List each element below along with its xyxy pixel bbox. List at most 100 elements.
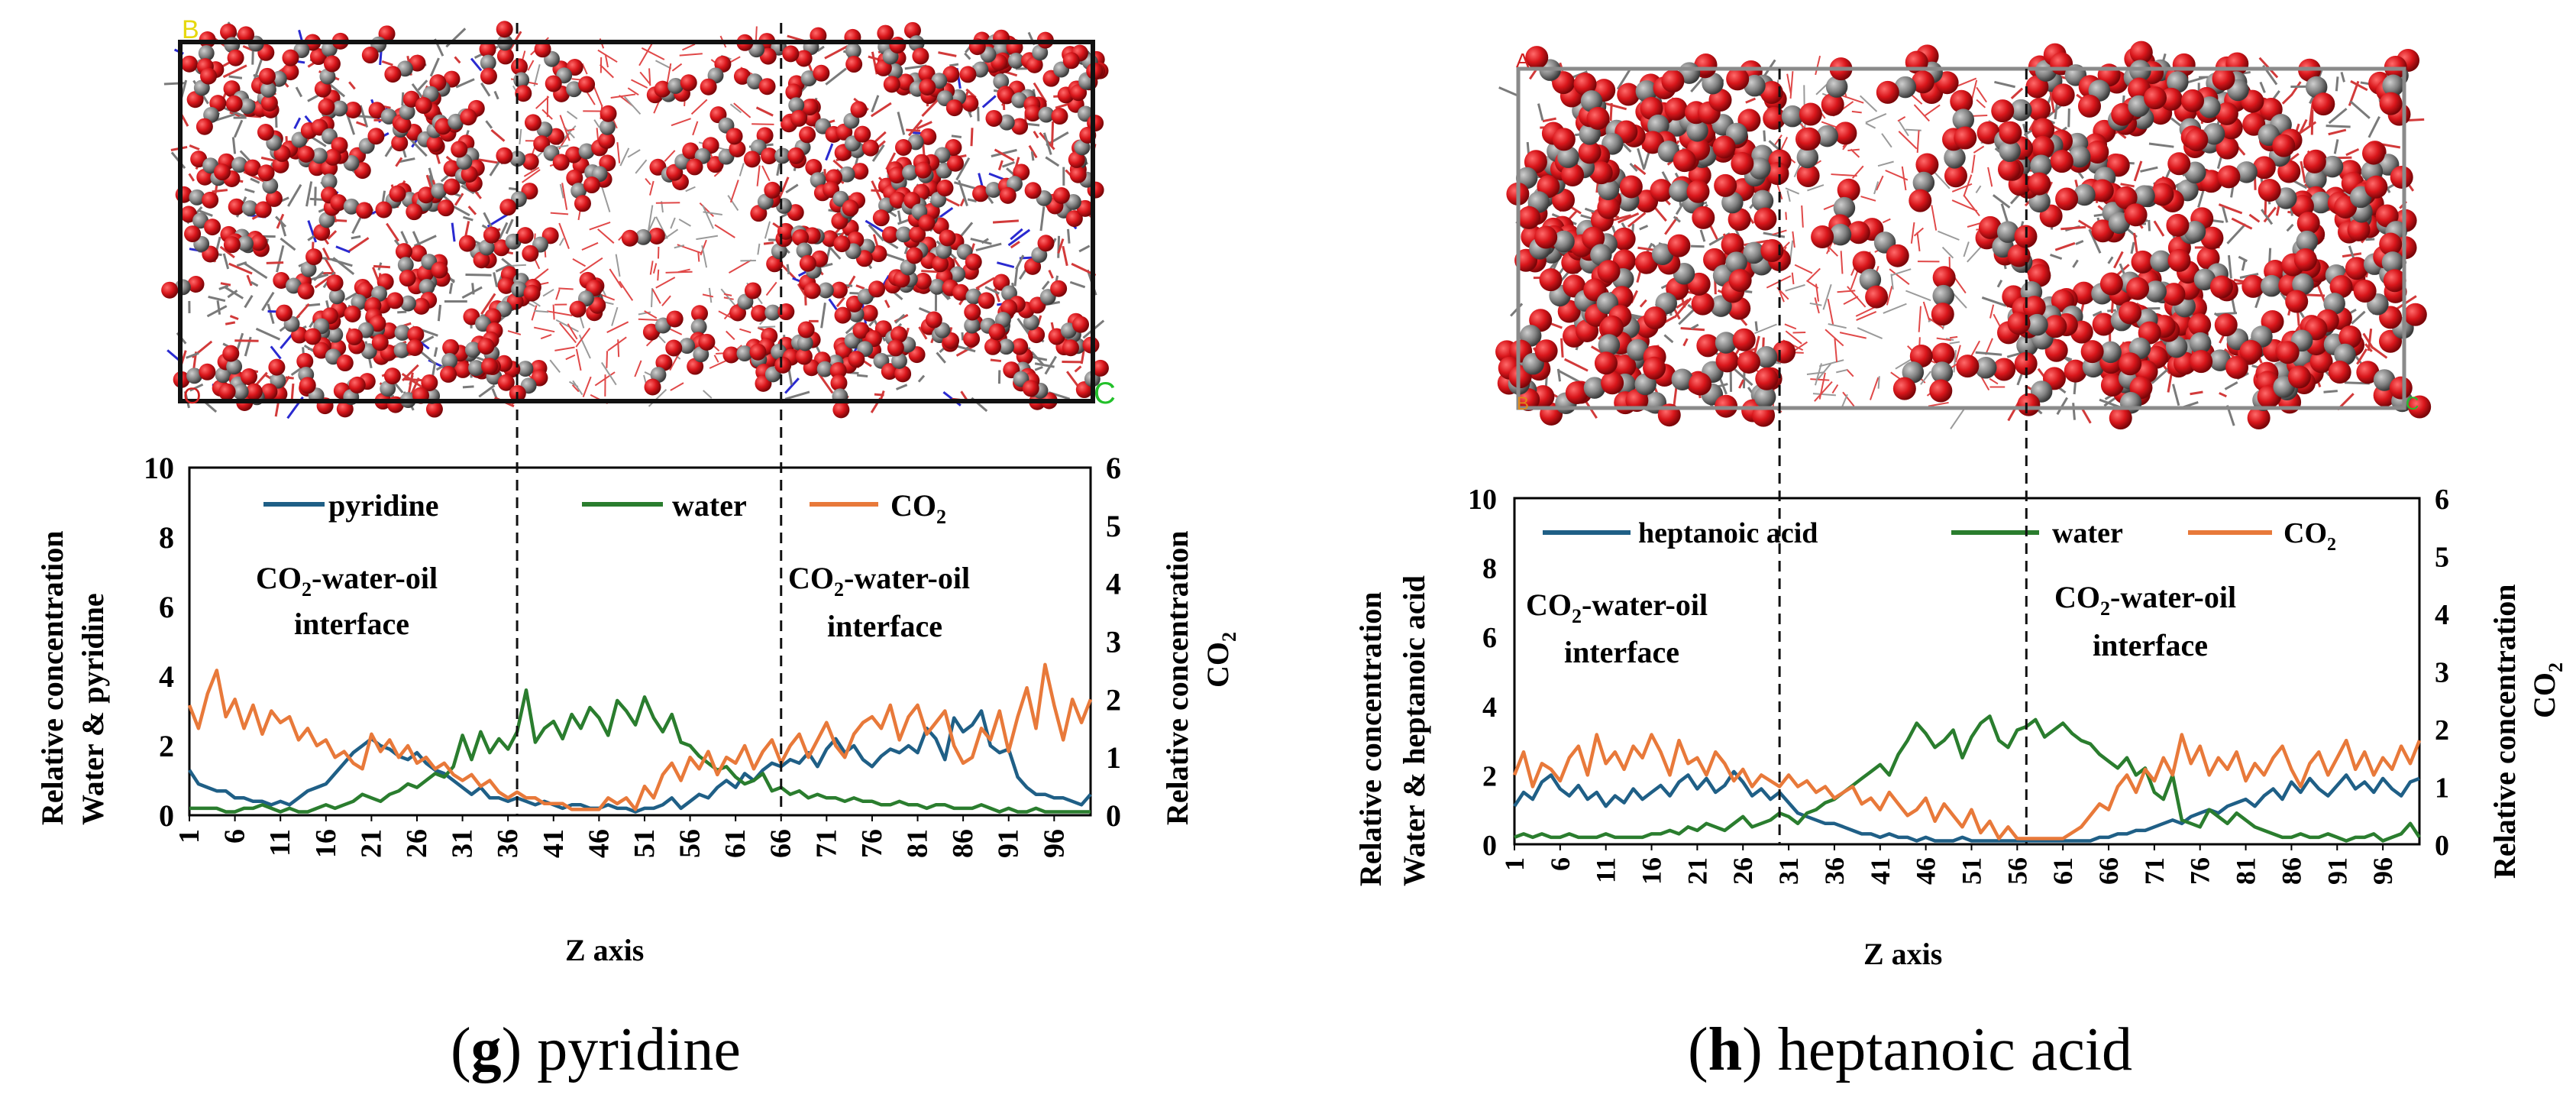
oxygen-atom — [2241, 274, 2265, 298]
oxygen-atom — [409, 54, 426, 72]
bond-stick — [222, 64, 247, 79]
carbon-atom — [2026, 313, 2048, 336]
carbon-atom — [788, 97, 805, 114]
oxygen-atom — [2347, 218, 2371, 241]
y-left-tick-label: 10 — [1468, 484, 1497, 516]
bond-stick — [1039, 206, 1046, 232]
bond-stick — [480, 293, 496, 315]
carbon-atom — [1743, 241, 1765, 264]
bond-stick — [958, 180, 968, 207]
bond-stick — [454, 193, 464, 206]
bond-stick — [559, 322, 577, 344]
bond-stick — [455, 78, 475, 89]
bond-stick — [729, 180, 739, 203]
oxygen-atom — [2111, 102, 2135, 126]
bond-stick — [540, 334, 552, 340]
co2-molecule — [925, 311, 960, 349]
bond-stick — [593, 119, 600, 128]
oxygen-atom — [1565, 380, 1589, 404]
co2-molecule — [2239, 310, 2284, 363]
oxygen-atom — [2119, 352, 2142, 376]
carbon-atom — [2068, 145, 2091, 168]
oxygen-atom — [2014, 351, 2038, 375]
carbon-atom — [993, 73, 1010, 90]
bond-stick — [647, 205, 654, 232]
bond-stick — [534, 268, 549, 280]
plot-area-border — [188, 466, 1092, 817]
carbon-atom — [198, 45, 215, 62]
oxygen-atom — [1799, 102, 1822, 126]
carbon-atom — [2209, 349, 2232, 371]
bond-stick — [785, 183, 799, 194]
oxygen-atom — [1931, 342, 1955, 366]
bond-stick — [1834, 338, 1838, 362]
bond-stick — [994, 288, 1000, 303]
oxygen-atom — [1886, 244, 1909, 267]
oxygen-atom — [682, 142, 700, 160]
carbon-atom — [1038, 106, 1055, 123]
oxygen-atom — [894, 365, 912, 383]
co2-molecule — [395, 243, 416, 287]
bond-stick — [703, 390, 713, 399]
bond-stick — [916, 121, 932, 130]
bond-stick — [1078, 244, 1091, 253]
bond-stick — [677, 268, 690, 274]
oxygen-atom — [655, 354, 673, 371]
bond-stick — [661, 295, 671, 306]
oxygen-atom — [1052, 187, 1070, 205]
bond-stick — [490, 129, 506, 142]
co2-molecule — [1506, 151, 1547, 206]
bond-stick — [2340, 71, 2345, 83]
oxygen-atom — [1022, 380, 1039, 397]
bond-stick — [489, 160, 500, 176]
co2-molecule — [2356, 361, 2413, 400]
bond-stick — [2140, 166, 2158, 173]
bond-stick — [1928, 401, 1949, 407]
carbon-atom — [1749, 157, 1771, 180]
bond-stick — [756, 165, 761, 186]
co2-molecule — [175, 186, 219, 209]
oxygen-atom — [686, 158, 703, 176]
oxygen-atom — [1661, 70, 1685, 93]
co2-molecule — [496, 21, 514, 65]
x-tick-label: 61 — [719, 829, 751, 858]
co2-molecule — [218, 153, 261, 176]
oxygen-atom — [1667, 234, 1691, 257]
bond-stick — [597, 228, 615, 244]
bond-stick — [817, 372, 834, 394]
oxygen-atom — [451, 141, 468, 158]
bond-stick — [507, 330, 522, 335]
oxygen-atom — [1600, 315, 1624, 338]
oxygen-atom — [842, 199, 859, 217]
bond-stick — [1916, 232, 1921, 251]
bond-stick — [1013, 267, 1019, 287]
bond-stick — [550, 212, 569, 215]
oxygen-atom — [454, 361, 472, 378]
oxygen-atom — [959, 66, 977, 83]
bond-stick — [575, 348, 582, 371]
carbon-atom — [2150, 250, 2172, 273]
bond-stick — [635, 159, 648, 174]
co2-molecule — [1876, 70, 1934, 104]
oxygen-atom — [1673, 149, 1696, 173]
oxygen-atom — [795, 348, 813, 365]
bond-stick — [1785, 330, 1802, 345]
bond-stick — [723, 293, 732, 296]
co2-molecule — [417, 178, 461, 204]
bond-stick — [2326, 125, 2351, 128]
co2-molecule — [984, 338, 1029, 355]
carbon-atom — [1952, 108, 1975, 131]
co2-molecule — [2379, 232, 2406, 293]
oxygen-atom — [2167, 152, 2191, 176]
bond-stick — [1807, 184, 1825, 192]
bond-stick — [1745, 97, 1757, 104]
bond-stick — [652, 263, 658, 274]
carbon-atom — [456, 154, 473, 170]
bond-stick — [332, 257, 355, 275]
bond-stick — [2172, 384, 2180, 406]
bond-stick — [386, 222, 399, 242]
bond-stick — [1637, 147, 1646, 170]
bond-stick — [305, 181, 313, 207]
